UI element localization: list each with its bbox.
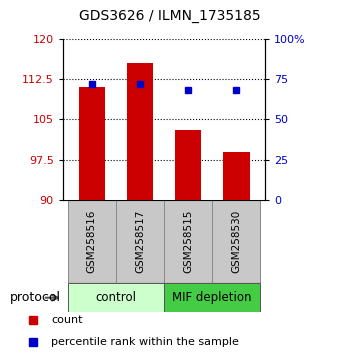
Text: GSM258517: GSM258517 [135, 210, 145, 273]
Bar [164, 283, 260, 312]
Text: GSM258515: GSM258515 [183, 210, 193, 273]
Text: control: control [96, 291, 136, 304]
Bar [164, 200, 212, 283]
Bar [127, 63, 153, 200]
Bar [223, 152, 250, 200]
Text: MIF depletion: MIF depletion [172, 291, 252, 304]
Bar [212, 200, 260, 283]
Text: percentile rank within the sample: percentile rank within the sample [51, 337, 239, 347]
Text: count: count [51, 315, 83, 325]
Text: GSM258516: GSM258516 [87, 210, 97, 273]
Text: GSM258530: GSM258530 [231, 210, 241, 273]
Bar [68, 283, 164, 312]
Bar [116, 200, 164, 283]
Bar [175, 130, 201, 200]
Text: protocol: protocol [10, 291, 61, 304]
Bar [79, 87, 105, 200]
Bar [68, 200, 116, 283]
Text: GDS3626 / ILMN_1735185: GDS3626 / ILMN_1735185 [79, 9, 261, 23]
